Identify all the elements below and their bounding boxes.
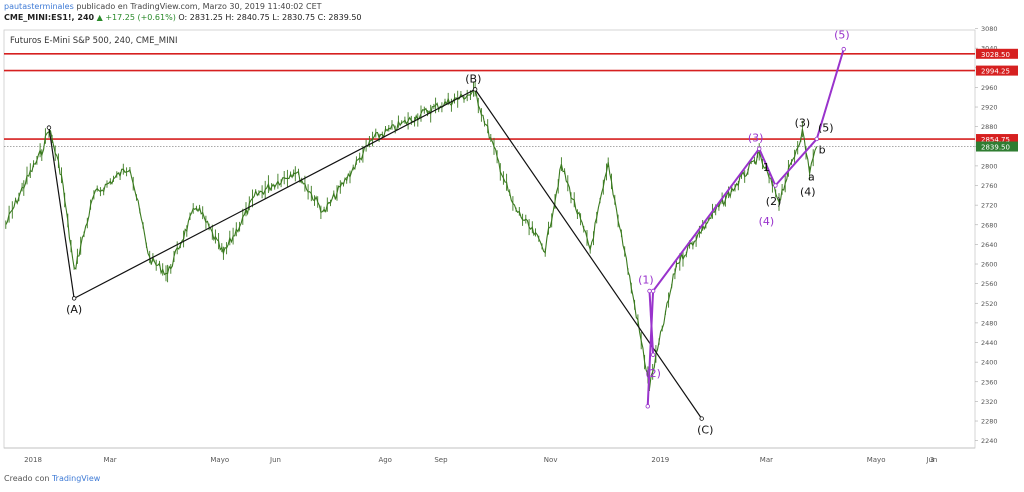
wave-label: (1) <box>638 274 654 287</box>
y-tick-label: 3080 <box>981 26 998 33</box>
x-tick-label: Sep <box>434 456 448 464</box>
wave-impulse-line <box>646 48 845 407</box>
y-axis: 2240 2280 2320 2360 2400 2440 2480 2520 2560 2600… <box>975 26 998 445</box>
wave-label: (C) <box>697 423 713 436</box>
symbol-label: CME_MINI:ES1!, 240 <box>4 13 95 22</box>
publish-text: publicado en TradingView.com, Marzo 30, … <box>76 2 322 11</box>
y-tick-label: 2800 <box>981 162 998 170</box>
resistance-price-tag-bg <box>976 65 1018 76</box>
x-tick-label: Jun <box>925 456 937 464</box>
footer: Creado con TradingView <box>4 474 100 483</box>
y-tick-label: 2320 <box>981 398 998 406</box>
y-tick-label: 2760 <box>981 182 998 190</box>
wave-abc-line-node <box>46 125 52 130</box>
y-tick-label: 2880 <box>981 123 998 131</box>
wave-sub-line-node <box>650 352 656 357</box>
x-tick-label: 3 <box>930 456 934 464</box>
x-tick-label: Jun <box>269 456 281 464</box>
tradingview-logo[interactable]: TradingView <box>51 474 101 483</box>
wave-label: (4) <box>759 215 775 228</box>
wave-sub-line <box>648 290 655 355</box>
y-tick-label: 2920 <box>981 104 998 112</box>
wave-impulse-line-node <box>841 46 846 52</box>
y-tick-label: 2480 <box>981 319 998 327</box>
wave-label: (B) <box>465 72 481 85</box>
y-tick-label: 2640 <box>981 241 998 249</box>
x-tick-label: Mayo <box>867 456 886 464</box>
resistance-price-tag-bg <box>976 48 1018 59</box>
resistance-price-tag-bg <box>976 134 1018 145</box>
x-tick-label: Mayo <box>210 456 229 464</box>
wave-abc-line-node <box>472 87 478 92</box>
chart-title: Futuros E-Mini S&P 500, 240, CME_MINI <box>10 36 177 46</box>
wave-impulse-line-node <box>773 183 778 188</box>
wave-sub-line-node <box>647 288 652 294</box>
wave-label: (3) <box>795 117 811 130</box>
y-tick-label: 2360 <box>981 378 998 386</box>
wave-abc-line-node <box>71 296 77 301</box>
wave-label: (5) <box>834 28 850 41</box>
wave-label: (4) <box>800 185 816 198</box>
y-tick-label: 2960 <box>981 84 998 92</box>
ohlc-values: O: 2831.25 H: 2840.75 L: 2830.75 C: 2839… <box>178 13 362 22</box>
wave-impulse-line-node <box>757 146 762 151</box>
y-tick-label: 2440 <box>981 339 998 347</box>
x-tick-label: Mar <box>760 456 773 464</box>
y-tick-label: 3040 <box>981 45 998 53</box>
wave-label: (5) <box>818 122 834 135</box>
price-chart[interactable]: Futuros E-Mini S&P 500, 240, CME_MINI (A… <box>0 26 1024 466</box>
wave-labels: (A)(B)(C)(1)(2)(3)(4)(5)(3) (5)1(2)(4)ab <box>66 28 850 436</box>
current-price-tag-bg <box>976 141 1018 152</box>
change-value: +17.25 (+0.61%) <box>105 13 176 22</box>
wave-abc-line <box>48 88 703 419</box>
wave-impulse-line-node <box>645 404 650 409</box>
resistance-price-tag: 3028.50 <box>981 51 1010 59</box>
y-tick-label: 2400 <box>981 359 998 367</box>
chart-publish-info: pautasterminales publicado en TradingVie… <box>4 2 322 11</box>
footer-created-with: Creado con <box>4 474 50 483</box>
wave-impulse-line-node <box>814 136 819 142</box>
change-arrow-icon: ▲ <box>96 13 103 22</box>
wave-label: (3) <box>748 131 764 144</box>
x-tick-label: Mar <box>103 456 116 464</box>
plot-area <box>3 29 976 449</box>
x-tick-label: 2018 <box>24 456 42 464</box>
y-tick-label: 2600 <box>981 261 998 269</box>
y-tick-label: 2560 <box>981 280 998 288</box>
author-link[interactable]: pautasterminales <box>4 2 74 11</box>
symbol-summary: CME_MINI:ES1!, 240 ▲ +17.25 (+0.61%) O: … <box>4 13 362 22</box>
resistance-price-tag: 2994.25 <box>981 68 1010 76</box>
wave-label: 1 <box>763 161 770 174</box>
x-tick-label: Ago <box>378 456 392 464</box>
wave-label: a <box>808 171 815 184</box>
x-tick-label: Nov <box>544 456 558 464</box>
y-tick-label: 2520 <box>981 300 998 308</box>
y-tick-label: 2680 <box>981 221 998 229</box>
wave-label: (2) <box>645 367 661 380</box>
resistance-lines <box>4 52 975 140</box>
x-tick-label: 2019 <box>651 456 669 464</box>
y-tick-label: 2720 <box>981 202 998 210</box>
wave-lines <box>46 46 846 421</box>
resistance-price-tag: 2854.75 <box>981 136 1010 144</box>
current-price-tag: 2839.50 <box>981 144 1010 152</box>
y-tick-label: 2240 <box>981 437 998 445</box>
y-tick-label: 2280 <box>981 418 998 426</box>
wave-label: b <box>819 144 826 157</box>
wave-impulse-line-node <box>650 288 656 294</box>
wave-abc-line-node <box>699 416 704 421</box>
wave-label: (A) <box>66 303 82 316</box>
wave-label: (2) <box>766 195 782 208</box>
